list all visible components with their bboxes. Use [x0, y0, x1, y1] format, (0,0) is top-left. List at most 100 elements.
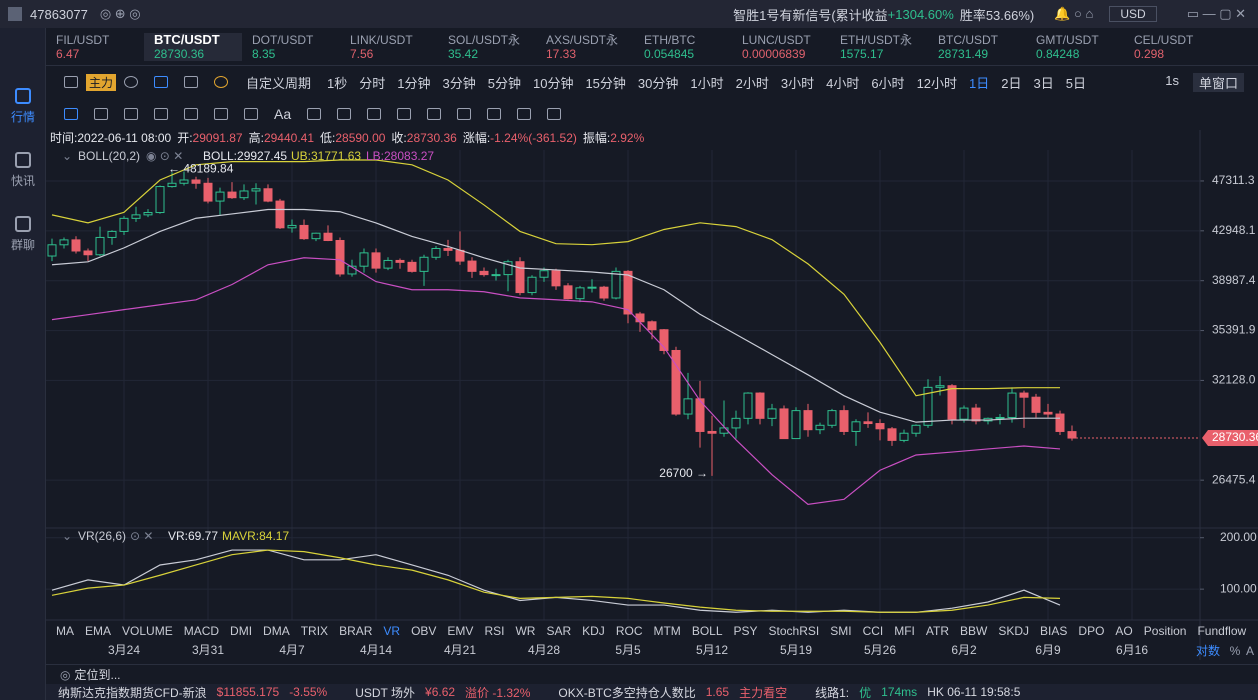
period[interactable]: 1日 — [969, 75, 990, 91]
ticker[interactable]: SOL/USDT永 35.42 — [438, 33, 536, 61]
status-item: $11855.175 — [216, 685, 280, 699]
axis-option[interactable]: A — [1246, 644, 1254, 658]
candle-body — [995, 416, 1005, 419]
candle-body — [1031, 396, 1041, 413]
toolbar-option[interactable]: 1s — [1165, 72, 1179, 88]
ticker[interactable]: BTC/USDT 28731.49 — [928, 33, 1026, 61]
indicator-tab[interactable]: BOLL — [691, 624, 723, 638]
text-tool[interactable]: Aa — [274, 106, 292, 122]
period[interactable]: 2日 — [1001, 75, 1022, 91]
info-value: 29440.41 — [264, 131, 314, 145]
indicator-tab[interactable]: SMI — [830, 624, 852, 638]
candle-body — [815, 424, 825, 431]
indicator-tab[interactable]: PSY — [733, 624, 758, 638]
locate[interactable]: 定位到... — [74, 668, 121, 682]
currency-select[interactable]: USD — [1109, 6, 1157, 22]
main-toggle[interactable]: 主力 — [86, 73, 117, 91]
indicator-tab[interactable]: StochRSI — [768, 624, 820, 638]
candle-body — [839, 410, 849, 432]
legend-controls: ◉ ⊙ ✕ — [146, 149, 183, 163]
period[interactable]: 1分钟 — [397, 75, 431, 91]
signal[interactable]: 智胜1号有新信号(累计收益 — [733, 7, 888, 23]
indicator-tab[interactable]: VR — [383, 624, 401, 638]
indicator-tab[interactable]: SAR — [546, 624, 572, 638]
period[interactable]: 12小时 — [916, 75, 958, 91]
info-value: -1.24%(-361.52) — [490, 131, 577, 145]
indicator-tab[interactable]: Fundflow — [1197, 624, 1247, 638]
indicator-tab[interactable]: BIAS — [1040, 624, 1068, 638]
indicator-tab[interactable]: EMA — [85, 624, 112, 638]
indicator-tab[interactable]: ATR — [925, 624, 950, 638]
indicator-tab[interactable]: MFI — [894, 624, 915, 638]
toolbar-option[interactable]: 单窗口 — [1192, 72, 1244, 92]
candle-body — [875, 423, 885, 430]
indicator-tab[interactable]: OBV — [411, 624, 437, 638]
period[interactable]: 4小时 — [826, 75, 860, 91]
candle-body — [1019, 392, 1029, 398]
axis-option[interactable]: 对数 — [1196, 643, 1220, 658]
indicator-tab[interactable]: MTM — [653, 624, 681, 638]
status-item: 优 — [859, 685, 872, 700]
ticker[interactable]: AXS/USDT永 17.33 — [536, 33, 634, 61]
indicator-tab[interactable]: MA — [56, 624, 74, 638]
indicator-tab[interactable]: DPO — [1078, 624, 1105, 638]
x-tick-label: 4月21 — [444, 643, 476, 657]
ticker[interactable]: ETH/USDT永 1575.17 — [830, 33, 928, 61]
sidebar-item[interactable]: 群聊 — [0, 216, 46, 253]
legend-entry[interactable]: VR(26,6) — [78, 529, 126, 543]
period[interactable]: 15分钟 — [585, 75, 626, 91]
indicator-tab[interactable]: ROC — [615, 624, 643, 638]
indicator-tab[interactable]: VOLUME — [122, 624, 173, 638]
ticker[interactable]: DOT/USDT 8.35 — [242, 33, 340, 61]
period[interactable]: 3日 — [1033, 75, 1054, 91]
candle-body — [167, 182, 177, 188]
ticker[interactable]: ETH/BTC 0.054845 — [634, 33, 732, 61]
indicator-tab[interactable]: WR — [515, 624, 536, 638]
period[interactable]: 3分钟 — [442, 75, 476, 91]
candle-body — [803, 410, 813, 431]
custom-period[interactable]: 自定义周期 — [246, 75, 312, 91]
indicator-tab[interactable]: SKDJ — [998, 624, 1030, 638]
indicator-tab[interactable]: DMA — [263, 624, 290, 638]
sidebar-item[interactable]: 行情 — [0, 88, 46, 125]
candle-body — [959, 407, 969, 420]
indicator-tab[interactable]: Position — [1143, 624, 1187, 638]
indicator-tab[interactable]: KDJ — [582, 624, 605, 638]
y-tick-label: 38987.4 — [1212, 273, 1256, 287]
ticker-price: 17.33 — [546, 46, 577, 61]
ticker[interactable]: BTC/USDT 28730.36 — [144, 32, 242, 61]
indicator-tab[interactable]: BBW — [960, 624, 988, 638]
indicator-tab[interactable]: TRIX — [300, 624, 329, 638]
period[interactable]: 6小时 — [871, 75, 905, 91]
ticker[interactable]: FIL/USDT 6.47 — [46, 33, 144, 61]
period[interactable]: 2小时 — [735, 75, 769, 91]
ticker[interactable]: GMT/USDT 0.84248 — [1026, 33, 1124, 61]
period[interactable]: 1小时 — [690, 75, 724, 91]
ticker[interactable]: LINK/USDT 7.56 — [340, 33, 438, 61]
sidebar-item[interactable]: 快讯 — [0, 152, 46, 189]
period[interactable]: 10分钟 — [532, 75, 574, 91]
ticker[interactable]: LUNC/USDT 0.00006839 — [732, 33, 830, 61]
period[interactable]: 5日 — [1065, 75, 1086, 91]
period[interactable]: 分时 — [359, 75, 386, 91]
candle-body — [695, 398, 705, 432]
axis-option[interactable]: % — [1230, 644, 1241, 658]
period[interactable]: 5分钟 — [487, 75, 521, 91]
legend-entry[interactable]: BOLL(20,2) — [78, 149, 140, 163]
period[interactable]: 1秒 — [327, 75, 348, 91]
indicator-tab[interactable]: AO — [1115, 624, 1133, 638]
indicator-tab[interactable]: EMV — [447, 624, 474, 638]
last-price-tag — [1202, 430, 1258, 447]
avatar[interactable] — [8, 7, 22, 21]
indicator-tab[interactable]: BRAR — [339, 624, 373, 638]
indicator-tab[interactable]: CCI — [862, 624, 884, 638]
legend-entry: MAVR:84.17 — [222, 529, 289, 543]
candle-body — [191, 179, 201, 184]
indicator-tab[interactable]: DMI — [230, 624, 253, 638]
indicator-tab[interactable]: MACD — [183, 624, 220, 638]
period[interactable]: 30分钟 — [637, 75, 679, 91]
ticker[interactable]: CEL/USDT 0.298 — [1124, 33, 1222, 61]
y-tick-label: 35391.9 — [1212, 323, 1256, 337]
period[interactable]: 3小时 — [780, 75, 815, 91]
indicator-tab[interactable]: RSI — [484, 624, 505, 638]
